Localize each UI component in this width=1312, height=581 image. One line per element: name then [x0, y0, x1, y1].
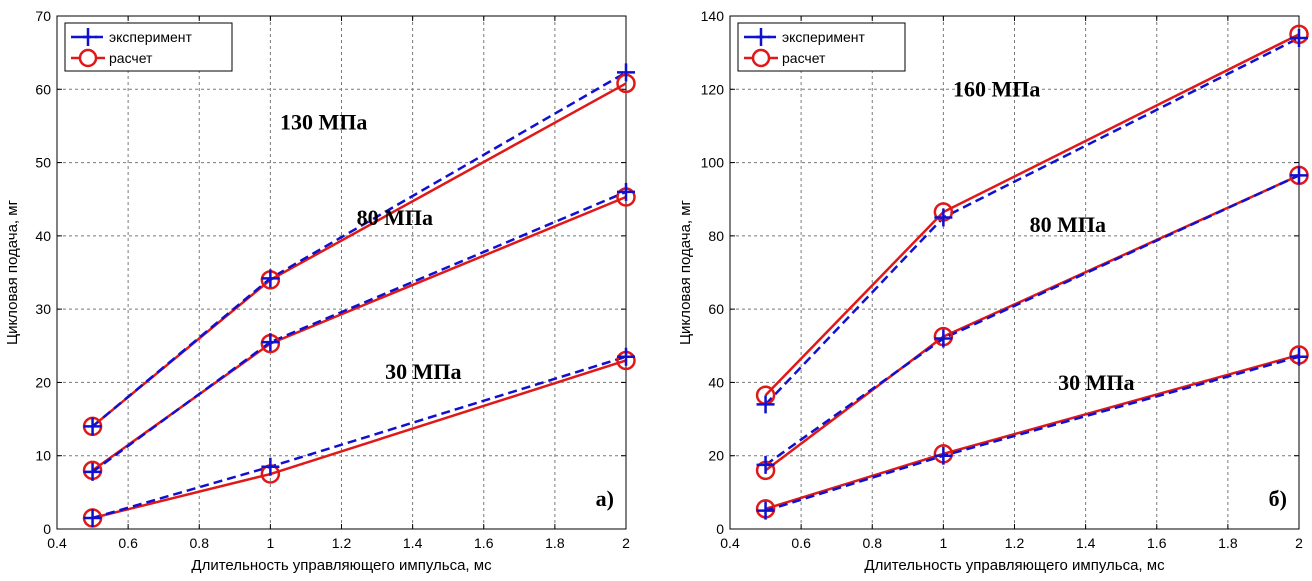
x-axis-label: Длительность управляющего импульса, мс	[191, 557, 492, 574]
x-tick-label: 1.4	[403, 535, 423, 551]
data-point-plus	[261, 457, 280, 476]
data-point-plus	[934, 208, 953, 227]
x-axis-label: Длительность управляющего импульса, мс	[864, 557, 1165, 574]
legend-marker-circle	[751, 48, 771, 68]
series-line	[765, 355, 1300, 512]
y-tick-label: 30	[35, 301, 51, 317]
data-point-plus	[617, 182, 635, 201]
panel-label: б)	[1269, 486, 1287, 511]
legend-marker-circle	[78, 48, 98, 68]
x-tick-label: 0.6	[118, 535, 138, 551]
x-tick-label: 0.4	[720, 535, 740, 551]
series-line	[91, 195, 627, 472]
data-point-plus	[261, 333, 280, 352]
x-tick-label: 1.6	[474, 535, 494, 551]
x-tick-label: 2	[622, 535, 630, 551]
legend: эксперимент расчет	[737, 22, 906, 72]
data-point-plus	[617, 63, 635, 82]
series-line	[92, 355, 627, 520]
x-tick-label: 1.4	[1076, 535, 1096, 551]
data-point-plus	[261, 269, 280, 288]
y-tick-label: 40	[708, 374, 724, 390]
data-point-plus	[617, 347, 635, 366]
data-point-plus	[83, 509, 102, 528]
legend-marker-plus	[79, 28, 97, 46]
legend-label: эксперимент	[109, 29, 193, 45]
series-line	[91, 82, 627, 428]
data-point-plus	[83, 417, 102, 436]
legend-label: расчет	[109, 50, 153, 66]
y-tick-label: 20	[708, 448, 724, 464]
chart-panel-1: 0.4 0.6 0.8 1 1.2 1.4 1.6 1.8 2010203040506070Дл…	[4, 8, 636, 574]
y-tick-label: 70	[35, 8, 51, 24]
panel-label: а)	[596, 486, 614, 511]
pressure-annotation: 80 МПа	[357, 205, 433, 230]
x-tick-label: 0.6	[791, 535, 811, 551]
y-tick-label: 20	[35, 374, 51, 390]
legend-marker-plus	[752, 28, 770, 46]
series-line	[92, 359, 627, 520]
y-axis-label: Цикловая подача, мг	[677, 199, 694, 345]
data-point-plus	[756, 455, 775, 474]
legend: эксперимент расчет	[64, 22, 233, 72]
y-tick-label: 50	[35, 155, 51, 171]
data-point-plus	[934, 446, 953, 465]
y-tick-label: 0	[43, 521, 51, 537]
x-tick-label: 0.8	[863, 535, 883, 551]
data-point-plus	[1290, 347, 1308, 366]
data-point-plus	[756, 501, 775, 520]
y-tick-label: 40	[35, 228, 51, 244]
chart-panel-2: 0.4 0.6 0.8 1 1.2 1.4 1.6 1.8 202040608010012014…	[677, 8, 1309, 574]
x-tick-label: 0.4	[47, 535, 67, 551]
x-tick-label: 0.8	[190, 535, 210, 551]
series-line	[91, 190, 627, 473]
data-point-plus	[83, 462, 102, 481]
pressure-annotation: 130 МПа	[280, 110, 367, 135]
x-tick-label: 1	[939, 535, 947, 551]
x-tick-label: 1.8	[545, 535, 565, 551]
y-tick-label: 120	[701, 81, 725, 97]
x-tick-label: 1	[266, 535, 274, 551]
y-tick-label: 80	[708, 228, 724, 244]
pressure-annotation: 160 МПа	[953, 77, 1040, 102]
y-tick-label: 100	[701, 155, 725, 171]
data-point-plus	[934, 329, 953, 348]
y-tick-label: 60	[708, 301, 724, 317]
x-tick-label: 1.8	[1218, 535, 1238, 551]
x-tick-label: 1.6	[1147, 535, 1167, 551]
pressure-annotation: 30 МПа	[1058, 370, 1134, 395]
x-tick-label: 2	[1295, 535, 1303, 551]
pressure-annotation: 30 МПа	[385, 359, 461, 384]
legend-label: эксперимент	[782, 29, 866, 45]
series-line	[765, 353, 1300, 511]
pressure-annotation: 80 МПа	[1030, 212, 1106, 237]
legend-label: расчет	[782, 50, 826, 66]
y-tick-label: 0	[716, 521, 724, 537]
data-point-plus	[756, 395, 775, 414]
y-tick-label: 140	[701, 8, 725, 24]
y-tick-label: 10	[35, 448, 51, 464]
y-tick-label: 60	[35, 81, 51, 97]
x-tick-label: 1.2	[332, 535, 352, 551]
data-point-plus	[1290, 166, 1308, 185]
data-point-plus	[1290, 28, 1308, 47]
y-axis-label: Цикловая подача, мг	[4, 199, 21, 345]
x-tick-label: 1.2	[1005, 535, 1025, 551]
